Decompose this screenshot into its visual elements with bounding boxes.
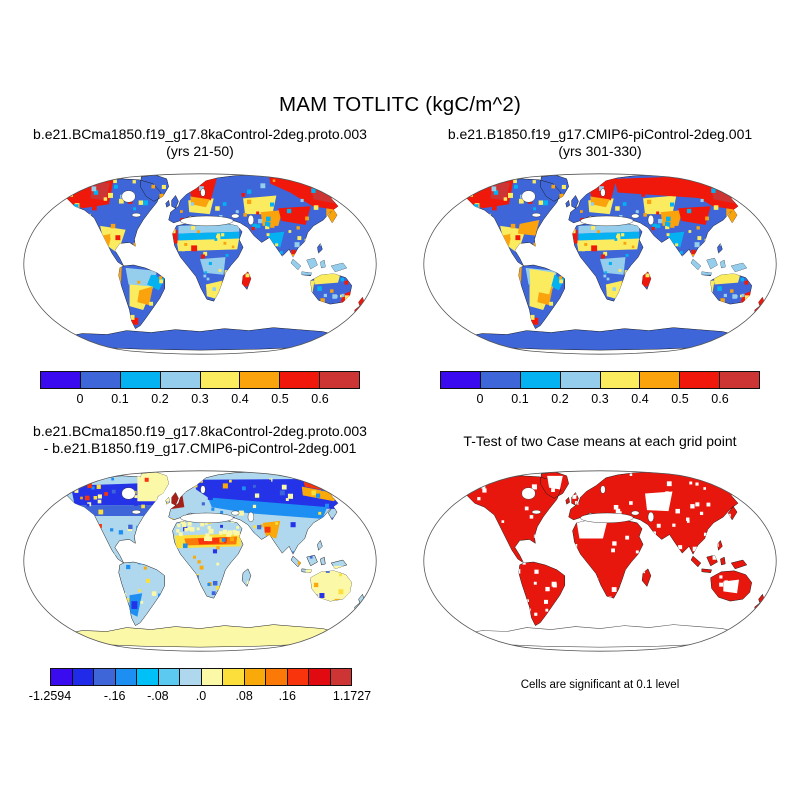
colorbar-case2-labels: 0 0.1 0.2 0.3 0.4 0.5 0.6 xyxy=(440,392,760,407)
colorbar-tick-label: .16 xyxy=(278,689,296,703)
colorbar-tick-label: 0.5 xyxy=(671,392,689,406)
colorbar-segment xyxy=(79,371,121,389)
colorbar-case1-boxes xyxy=(40,371,360,389)
colorbar-segment xyxy=(71,668,94,686)
colorbar-segment xyxy=(93,668,116,686)
colorbar-segment xyxy=(329,668,352,686)
panel-case2-title-line2: (yrs 301-330) xyxy=(558,142,642,159)
panel-case2-title: b.e21.B1850.f19_g17.CMIP6-piControl-2deg… xyxy=(408,126,792,159)
colorbar-segment xyxy=(440,371,481,389)
colorbar-tick-label: 0.1 xyxy=(111,392,129,406)
colorbar-tick-label: 0.1 xyxy=(511,392,529,406)
colorbar-segment xyxy=(40,371,81,389)
panel-ttest-title: T-Test of two Case means at each grid po… xyxy=(463,433,737,449)
antarctica-case1 xyxy=(60,327,342,351)
antarctica-ttest xyxy=(460,624,742,648)
colorbar-segment xyxy=(599,371,641,389)
colorbar-segment xyxy=(286,668,309,686)
panel-ttest: T-Test of two Case means at each grid po… xyxy=(408,423,792,691)
panel-difference-title: b.e21.BCma1850.f19_g17.8kaControl-2deg.p… xyxy=(8,423,392,456)
panel-difference: b.e21.BCma1850.f19_g17.8kaControl-2deg.p… xyxy=(8,423,392,704)
colorbar-tick-label: 0.4 xyxy=(631,392,649,406)
colorbar-segment xyxy=(199,371,241,389)
colorbar-tick-label: 0.3 xyxy=(591,392,609,406)
colorbar-tick-label: -.16 xyxy=(103,689,126,703)
colorbar-segment xyxy=(265,668,288,686)
colorbar-segment xyxy=(50,668,73,686)
colorbar-segment xyxy=(639,371,681,389)
colorbar-tick-label: -.08 xyxy=(147,689,169,703)
panel-case1-title-line2: (yrs 21-50) xyxy=(166,142,234,159)
colorbar-tick-label: 0.3 xyxy=(191,392,209,406)
colorbar-tick-label: 0.6 xyxy=(311,392,329,406)
colorbar-case2-boxes xyxy=(440,371,760,389)
world-map-case2 xyxy=(423,173,777,355)
colorbar-case1: 0 0.1 0.2 0.3 0.4 0.5 0.6 xyxy=(40,371,360,407)
world-map-ttest xyxy=(423,470,777,652)
colorbar-segment xyxy=(559,371,601,389)
colorbar-case1-labels: 0 0.1 0.2 0.3 0.4 0.5 0.6 xyxy=(40,392,360,407)
colorbar-case2: 0 0.1 0.2 0.3 0.4 0.5 0.6 xyxy=(440,371,760,407)
colorbar-tick-label: .0 xyxy=(195,689,207,703)
colorbar-difference-labels: -1.2594 -.16 -.08 .0 .08 .16 1.1727 xyxy=(29,689,371,704)
colorbar-segment xyxy=(279,371,321,389)
colorbar-tick-label: 0.6 xyxy=(711,392,729,406)
antarctica-difference xyxy=(60,624,342,648)
colorbar-difference-boxes xyxy=(50,668,352,686)
colorbar-tick-label: 0 xyxy=(76,392,84,406)
colorbar-segment xyxy=(519,371,561,389)
antarctica-case2 xyxy=(460,327,742,351)
panel-case2-title-line1: b.e21.B1850.f19_g17.CMIP6-piControl-2deg… xyxy=(447,126,753,142)
ttest-caption: Cells are significant at 0.1 level xyxy=(520,679,680,691)
colorbar-segment xyxy=(479,371,521,389)
colorbar-tick-label: 0 xyxy=(476,392,484,406)
colorbar-difference: -1.2594 -.16 -.08 .0 .08 .16 1.1727 xyxy=(29,668,371,704)
panel-difference-title-line1: b.e21.BCma1850.f19_g17.8kaControl-2deg.p… xyxy=(33,423,367,439)
colorbar-tick-label: .08 xyxy=(235,689,253,703)
world-map-difference xyxy=(23,470,377,652)
panel-difference-title-line2: - b.e21.B1850.f19_g17.CMIP6-piControl-2d… xyxy=(43,439,357,456)
panel-case1-title: b.e21.BCma1850.f19_g17.8kaControl-2deg.p… xyxy=(8,126,392,159)
figure-title: MAM TOTLITC (kgC/m^2) xyxy=(279,93,521,116)
colorbar-tick-label: 0.5 xyxy=(271,392,289,406)
colorbar-segment xyxy=(239,371,281,389)
panel-case2: b.e21.B1850.f19_g17.CMIP6-piControl-2deg… xyxy=(408,126,792,407)
colorbar-segment xyxy=(119,371,161,389)
panel-case1-title-line1: b.e21.BCma1850.f19_g17.8kaControl-2deg.p… xyxy=(33,126,367,142)
colorbar-segment xyxy=(159,371,201,389)
colorbar-segment xyxy=(308,668,331,686)
colorbar-segment xyxy=(319,371,360,389)
colorbar-segment xyxy=(243,668,266,686)
colorbar-tick-label: 0.4 xyxy=(231,392,249,406)
colorbar-tick-label: 0.2 xyxy=(551,392,569,406)
colorbar-segment xyxy=(136,668,159,686)
colorbar-segment xyxy=(179,668,202,686)
colorbar-segment xyxy=(200,668,223,686)
colorbar-tick-label: 0.2 xyxy=(151,392,169,406)
colorbar-segment xyxy=(114,668,137,686)
panel-case1: b.e21.BCma1850.f19_g17.8kaControl-2deg.p… xyxy=(8,126,392,407)
colorbar-segment xyxy=(157,668,180,686)
colorbar-tick-label: 1.1727 xyxy=(332,689,372,703)
colorbar-segment xyxy=(222,668,245,686)
colorbar-segment xyxy=(719,371,760,389)
colorbar-segment xyxy=(679,371,721,389)
world-map-case1 xyxy=(23,173,377,355)
colorbar-tick-label: -1.2594 xyxy=(28,689,72,703)
